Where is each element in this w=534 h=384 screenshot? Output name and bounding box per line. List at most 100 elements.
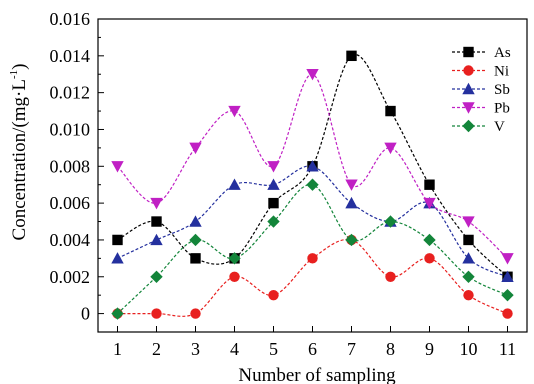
data-point-sb <box>501 270 514 282</box>
data-point-ni <box>385 271 396 282</box>
y-tick-label: 0.012 <box>50 83 91 103</box>
data-point-pb <box>150 197 163 210</box>
plot-area: 0 0.002 0.004 0.006 0.008 0.010 0.012 0.014 0.01… <box>50 9 528 359</box>
data-point-sb <box>306 160 319 172</box>
data-point-v <box>228 252 241 265</box>
data-point-v <box>423 233 436 247</box>
y-axis-title-unit-exponent: -1 <box>8 70 20 79</box>
data-point-v <box>501 288 514 302</box>
data-point-ni <box>424 253 435 264</box>
data-point-as <box>424 179 435 190</box>
x-tick-label: 1 <box>113 339 122 359</box>
data-point-as <box>151 216 162 227</box>
series-sb <box>111 160 514 282</box>
data-point-ni <box>463 289 474 301</box>
y-tick-label: 0.014 <box>50 46 91 66</box>
data-point-pb <box>501 253 514 265</box>
data-point-sb <box>267 178 280 190</box>
y-tick-label: 0.010 <box>50 119 91 139</box>
series-line-v <box>117 184 508 315</box>
data-point-sb <box>228 178 241 190</box>
x-tick-label: 10 <box>460 339 478 359</box>
data-point-v <box>306 178 319 191</box>
data-point-pb <box>267 161 280 173</box>
x-tick-label: 5 <box>269 339 278 359</box>
legend-item-ni: Ni <box>452 64 509 80</box>
legend-item-pb: Pb <box>452 101 510 117</box>
x-tick-label: 8 <box>386 339 395 359</box>
data-point-ni <box>190 308 201 319</box>
data-point-sb <box>189 215 202 227</box>
data-point-as <box>112 234 123 246</box>
series-v <box>111 178 514 320</box>
series-layer <box>111 50 514 320</box>
data-point-pb <box>384 142 397 155</box>
data-point-as <box>385 105 396 117</box>
legend-label-as: As <box>494 45 511 61</box>
data-point-as <box>346 50 357 62</box>
y-axis-title: Concentration/(mg·L-1) <box>8 64 30 241</box>
data-point-ni <box>502 308 513 319</box>
legend-item-as: As <box>452 45 511 61</box>
plot-border <box>97 18 528 333</box>
data-point-v <box>150 270 163 283</box>
data-point-v <box>462 270 475 283</box>
legend-label-pb: Pb <box>494 101 510 117</box>
data-point-pb <box>306 69 319 81</box>
y-tick-label: 0.002 <box>50 267 91 287</box>
x-tick-label: 3 <box>191 339 200 359</box>
data-point-sb <box>462 252 475 264</box>
data-point-v <box>384 215 397 228</box>
series-pb <box>111 69 514 265</box>
data-point-sb <box>345 196 358 209</box>
y-tick-label: 0 <box>81 304 90 324</box>
data-point-pb <box>189 142 202 155</box>
legend-label-v: V <box>494 119 505 135</box>
x-tick-label: 9 <box>425 339 434 359</box>
data-point-v <box>111 307 124 320</box>
x-tick-label: 11 <box>499 339 516 359</box>
y-axis-title-main: Concentration/(mg·L <box>9 79 30 240</box>
data-point-as <box>268 197 279 209</box>
data-point-v <box>189 233 202 247</box>
data-point-pb <box>462 216 475 228</box>
data-point-ni <box>307 253 318 264</box>
x-tick-label: 2 <box>152 339 161 359</box>
y-tick-label: 0.008 <box>50 156 91 176</box>
data-point-sb <box>111 252 124 264</box>
legend-marker-v <box>462 119 475 133</box>
x-tick-label: 6 <box>308 339 317 359</box>
x-tick-label: 4 <box>230 339 239 359</box>
y-tick-label: 0.016 <box>50 9 91 29</box>
axis-labels: Number of sampling Concentration/(mg·L-1… <box>8 64 396 384</box>
data-point-ni <box>229 271 240 282</box>
legend-item-v: V <box>452 119 505 135</box>
y-tick-label: 0.006 <box>50 193 91 213</box>
legend-item-sb: Sb <box>452 82 510 98</box>
data-point-pb <box>111 161 124 173</box>
series-line-sb <box>117 165 508 278</box>
legend: As Ni Sb Pb V <box>452 45 511 135</box>
legend-marker-sb <box>462 82 475 95</box>
data-point-ni <box>151 308 162 319</box>
data-point-v <box>267 215 280 228</box>
x-axis-title: Number of sampling <box>238 365 396 384</box>
legend-label-ni: Ni <box>494 64 509 80</box>
data-point-v <box>345 233 358 247</box>
series-ni <box>112 234 513 319</box>
series-line-ni <box>117 238 508 317</box>
legend-marker-as <box>463 46 474 58</box>
legend-marker-pb <box>462 102 475 114</box>
x-tick-label: 7 <box>347 339 356 359</box>
data-point-ni <box>268 289 279 301</box>
data-point-sb <box>150 233 163 246</box>
data-point-pb <box>228 105 241 118</box>
legend-label-sb: Sb <box>494 82 510 98</box>
data-point-as <box>190 253 201 264</box>
y-tick-label: 0.004 <box>50 230 91 250</box>
legend-marker-ni <box>463 65 474 76</box>
data-point-as <box>463 234 474 246</box>
data-point-pb <box>423 197 436 210</box>
data-point-pb <box>345 179 358 191</box>
